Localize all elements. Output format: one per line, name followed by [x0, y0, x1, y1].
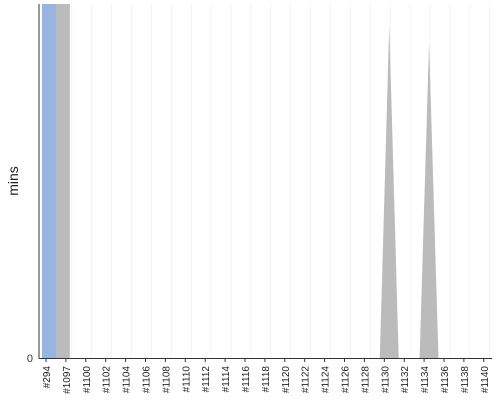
y-axis-label: mins — [5, 166, 21, 196]
x-tick-label: #1140 — [480, 366, 491, 394]
series-area-back — [379, 25, 399, 359]
x-tick-label: #1134 — [420, 366, 431, 394]
x-tick-label: #1102 — [102, 366, 113, 394]
x-tick-label: #1108 — [161, 366, 172, 394]
y-tick-layer: 0 — [27, 353, 33, 365]
x-tick-label: #1130 — [380, 366, 391, 394]
x-tick-label: #1120 — [281, 366, 292, 394]
x-tick-label: #1114 — [221, 366, 232, 393]
x-tick-layer: #294 #1097 #1100 #1102 #1104 #1106 #1108 #1110 #… — [42, 358, 491, 394]
x-tick-label: #1104 — [122, 366, 133, 394]
series-layer — [42, 4, 439, 359]
x-tick-label: #1128 — [360, 366, 371, 394]
series-area-back — [419, 42, 439, 358]
x-tick-label: #1110 — [181, 366, 192, 393]
x-tick-label: #1126 — [341, 366, 352, 394]
axis-layer — [38, 4, 492, 359]
x-tick-label: #1136 — [440, 366, 451, 394]
x-tick-label: #1116 — [241, 366, 252, 393]
y-tick-label: 0 — [27, 353, 33, 365]
x-tick-label: #1100 — [82, 366, 93, 394]
x-tick-label: #1124 — [321, 366, 332, 394]
series-area-front — [42, 4, 56, 358]
x-tick-label: #1118 — [261, 366, 272, 393]
x-tick-label: #1122 — [301, 366, 312, 394]
x-tick-label: #294 — [42, 366, 53, 389]
x-tick-label: #1106 — [142, 366, 153, 394]
x-tick-label: #1132 — [400, 366, 411, 394]
x-tick-label: #1112 — [201, 366, 212, 393]
x-tick-label: #1138 — [460, 366, 471, 394]
x-tick-label: #1097 — [62, 366, 73, 394]
